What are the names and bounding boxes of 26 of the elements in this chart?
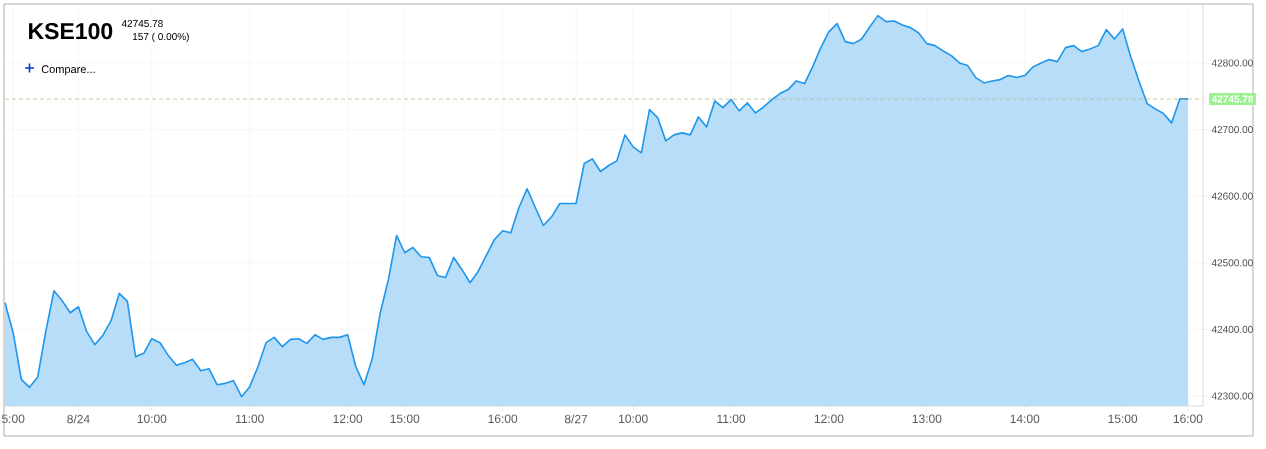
ref-line-label: 42745.78 (1211, 95, 1254, 103)
x-tick-label: 10:00 (137, 414, 167, 424)
x-tick-label: 14:00 (1010, 414, 1040, 424)
x-tick-label: 12:00 (333, 414, 363, 424)
y-tick-label: 42500.00 (1211, 259, 1253, 267)
x-tick-label: 15:00 (1108, 414, 1138, 424)
x-tick-label: 16:00 (1173, 414, 1203, 424)
annotation: Compare... (41, 65, 95, 76)
x-tick-label: 5:00 (1, 414, 25, 424)
x-tick-label: 10:00 (619, 414, 648, 424)
y-tick-label: 42600.00 (1211, 192, 1253, 200)
x-tick-label: 16:00 (488, 414, 518, 424)
x-tick-label: 12:00 (814, 414, 844, 424)
y-tick-label: 42800.00 (1211, 59, 1253, 67)
annotation: 157 ( 0.00%) (132, 32, 189, 43)
y-tick-label: 42400.00 (1211, 325, 1253, 333)
x-tick-label: 13:00 (912, 414, 942, 424)
text: 42745.78 (121, 20, 163, 28)
x-tick-label: 11:00 (717, 414, 746, 424)
x-tick-label: 11:00 (236, 414, 264, 424)
y-tick-label: 42300.00 (1211, 392, 1253, 400)
x-tick-label: 15:00 (390, 414, 420, 424)
x-tick-label: 8/24 (67, 414, 90, 424)
text: KSE100 (29, 22, 113, 40)
x-tick-label: 8/27 (564, 414, 588, 424)
y-tick-label: 42700.00 (1211, 126, 1253, 134)
